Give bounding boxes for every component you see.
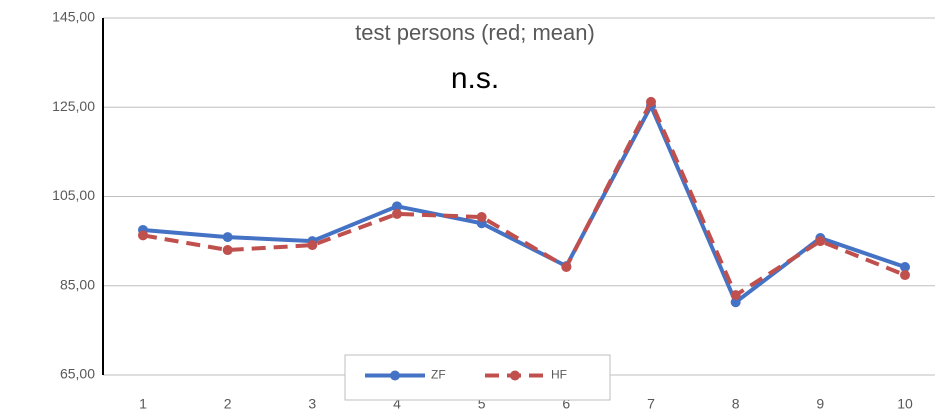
x-tick-label: 1 [139,396,147,412]
point [900,262,910,273]
point [392,208,402,219]
legend-label: ZF [431,368,446,382]
point [561,262,572,273]
y-tick-label: 85,00 [60,276,95,292]
y-tick-label: 105,00 [52,187,95,203]
legend-label: HF [551,368,567,382]
point [815,236,826,247]
point [307,240,318,251]
point [900,270,910,281]
point [392,201,402,212]
x-tick-label: 3 [308,396,316,412]
point [222,245,233,256]
y-tick-label: 145,00 [52,9,95,25]
point [138,230,148,241]
series-line [142,97,906,299]
x-tick-label: 10 [897,396,913,412]
x-tick-label: 5 [478,396,486,412]
x-tick-label: 8 [732,396,740,412]
y-tick-label: 125,00 [52,98,95,114]
legend-marker [390,370,400,381]
x-tick-label: 7 [647,396,655,412]
x-tick-label: 2 [224,396,232,412]
point [646,96,656,107]
grid [103,17,935,376]
point [222,232,233,243]
x-tick-label: 4 [393,396,401,412]
x-tick-label: 9 [816,396,824,412]
legend-marker [510,370,520,381]
annotation: n.s. [451,62,499,95]
chart-title: test persons (red; mean) [355,20,595,45]
point [730,297,741,308]
point [476,212,487,223]
y-tick-label: 65,00 [60,366,95,382]
point [730,290,741,301]
series-line [142,101,906,306]
x-tick-label: 6 [562,396,570,412]
